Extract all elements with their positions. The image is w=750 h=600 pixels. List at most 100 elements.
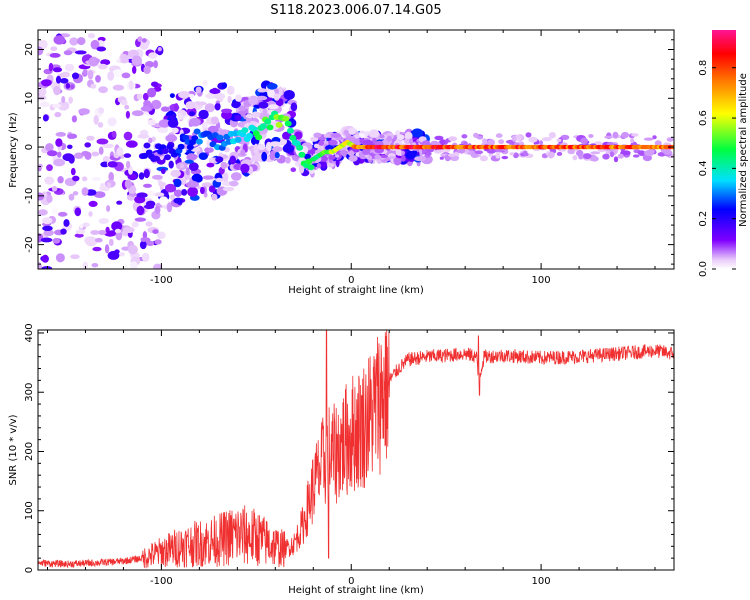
- spectrogram-cell: [238, 105, 246, 112]
- spectrogram-cell: [266, 83, 278, 90]
- spectrogram-cell: [556, 138, 562, 142]
- spectrogram-ridge-cell: [305, 158, 313, 165]
- spectrogram-cell: [128, 80, 134, 90]
- colorbar-ticks: 0.0 0.2 0.4 0.6 0.8: [698, 60, 736, 277]
- spectrogram-cell: [45, 143, 54, 152]
- spectrogram-ridge-cell: [195, 138, 203, 145]
- spectrogram-cell: [38, 163, 43, 169]
- spectrogram-cell: [169, 93, 175, 98]
- spectrogram-cell: [131, 221, 139, 228]
- spectrogram-cell: [98, 146, 104, 155]
- spectrogram-cell: [282, 131, 292, 140]
- spectrogram-cell: [272, 146, 283, 152]
- spectrogram-cell: [488, 152, 494, 157]
- spectrogram-cell: [417, 155, 426, 162]
- spectrogram-cell: [93, 191, 106, 199]
- spectrogram-cell: [87, 70, 94, 80]
- spectrogram-cell: [290, 167, 297, 172]
- spectrogram-cells: [38, 33, 674, 269]
- spectrogram-cell: [220, 161, 227, 170]
- spectrogram-cell: [55, 132, 67, 137]
- spectrogram-cell: [40, 237, 53, 243]
- spectrogram-cell: [105, 226, 110, 233]
- spectrogram-cell: [141, 252, 150, 262]
- spectrogram-cell: [143, 168, 150, 179]
- spectrogram-cell: [132, 65, 137, 74]
- colorbar-tick-label: 0.4: [698, 160, 709, 176]
- spectrogram-cell: [53, 158, 65, 167]
- spectrogram-cell: [72, 191, 79, 196]
- spectrogram-cell: [141, 38, 147, 43]
- spectrogram-cell: [90, 230, 100, 235]
- spectrogram-cell: [74, 207, 82, 217]
- spectrogram-cell: [267, 89, 276, 98]
- spectrogram-cell: [148, 137, 153, 144]
- spectrogram-cell: [116, 200, 123, 205]
- spectrogram-cell: [106, 205, 111, 212]
- spectrogram-cell: [67, 144, 73, 149]
- spectrogram-cell: [107, 161, 118, 168]
- spectrogram-cell: [143, 183, 152, 188]
- y-tick-label: 400: [24, 323, 35, 342]
- spectrogram-cell: [609, 151, 615, 158]
- spectrogram-cell: [231, 101, 241, 109]
- spectrogram-cell: [145, 221, 153, 227]
- spectrogram-cell: [42, 114, 49, 122]
- spectrogram-cell: [348, 155, 358, 162]
- spectrogram-cell: [154, 205, 161, 214]
- spectrogram-cell: [612, 131, 619, 139]
- spectrogram-cell: [200, 186, 205, 195]
- spectrogram-cell: [558, 148, 566, 152]
- spectrogram-cell: [386, 135, 392, 142]
- spectrogram-cell: [71, 115, 77, 123]
- spectrogram-cell: [198, 109, 209, 120]
- spectrogram-cell: [75, 229, 86, 235]
- spectrogram-cell: [140, 237, 147, 243]
- spectrogram-cell: [152, 229, 159, 235]
- y-tick-label: 10: [24, 92, 35, 105]
- spectrogram-cell: [189, 117, 201, 127]
- spectrogram-cell: [173, 189, 183, 197]
- spectrogram-cell: [380, 154, 388, 158]
- spectrogram-cell: [146, 190, 156, 197]
- spectrogram-cell: [367, 155, 372, 161]
- spectrogram-cell: [131, 110, 144, 117]
- spectrogram-cell: [170, 169, 181, 178]
- spectrogram-cell: [229, 155, 237, 165]
- colorbar-tick-label: 0.6: [698, 110, 709, 126]
- spectrogram-cell: [41, 254, 49, 263]
- spectrogram-ridge-cell: [275, 121, 283, 128]
- spectrogram-ridge-cell: [141, 152, 149, 159]
- spectrogram-ridge-cell: [307, 164, 315, 171]
- spectrogram-cell: [313, 143, 320, 149]
- spectrogram-cell: [440, 139, 446, 146]
- spectrogram-cell: [234, 114, 242, 121]
- spectrogram-cell: [487, 139, 495, 146]
- spectrogram-cell: [576, 149, 584, 157]
- spectrogram-cell: [142, 231, 148, 240]
- spectrogram-cell: [38, 46, 44, 56]
- spectrogram-cell: [181, 189, 188, 196]
- spectrogram-cell: [114, 228, 122, 234]
- spectrogram-cell: [95, 58, 100, 63]
- spectrogram-cell: [136, 205, 145, 216]
- spectrogram-cell: [67, 133, 78, 139]
- spectrogram-ridge-cell: [216, 134, 224, 141]
- spectrogram-cell: [98, 218, 110, 224]
- spectrogram-cell: [425, 151, 432, 156]
- spectrogram-cell: [222, 186, 235, 192]
- spectrogram-cell: [143, 100, 152, 108]
- colorbar-tick-label: 0.0: [698, 261, 709, 277]
- spectrogram-cell: [147, 87, 157, 98]
- spectrogram-cell: [142, 92, 149, 101]
- spectrogram-cell: [495, 151, 501, 159]
- spectrogram-cell: [482, 138, 488, 144]
- spectrogram-cell: [227, 95, 232, 104]
- spectrogram-cell: [71, 72, 80, 80]
- spectrogram-cell: [41, 266, 53, 269]
- spectrogram-cell: [134, 217, 147, 222]
- spectrogram-ridge-cell: [289, 134, 297, 141]
- spectrogram-cell: [528, 136, 538, 143]
- spectrogram-cell: [43, 229, 54, 236]
- spectrogram-cell: [208, 185, 216, 193]
